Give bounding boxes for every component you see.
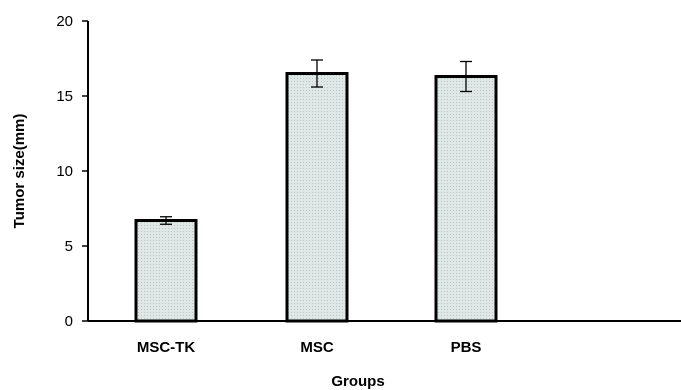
x-category-label: PBS bbox=[451, 339, 482, 356]
bar-msc bbox=[285, 72, 349, 323]
error-bars bbox=[160, 59, 472, 225]
bar-pbs bbox=[434, 75, 498, 323]
y-tick-label: 0 bbox=[65, 313, 73, 330]
x-axis-title: Groups bbox=[331, 373, 384, 390]
y-tick-label: 5 bbox=[65, 238, 73, 255]
x-category-label: MSC bbox=[300, 339, 334, 356]
y-tick-label: 10 bbox=[56, 163, 73, 180]
bar-msc-tk bbox=[134, 219, 198, 323]
y-axis-title: Tumor size(mm) bbox=[11, 114, 28, 229]
y-axis bbox=[82, 20, 89, 322]
x-category-label: MSC-TK bbox=[137, 339, 195, 356]
x-category-labels: MSC-TK MSC PBS bbox=[137, 339, 482, 356]
bars bbox=[134, 72, 498, 323]
y-tick-labels: 0 5 10 15 20 bbox=[56, 13, 73, 330]
y-tick-label: 15 bbox=[56, 88, 73, 105]
y-tick-label: 20 bbox=[56, 13, 73, 30]
